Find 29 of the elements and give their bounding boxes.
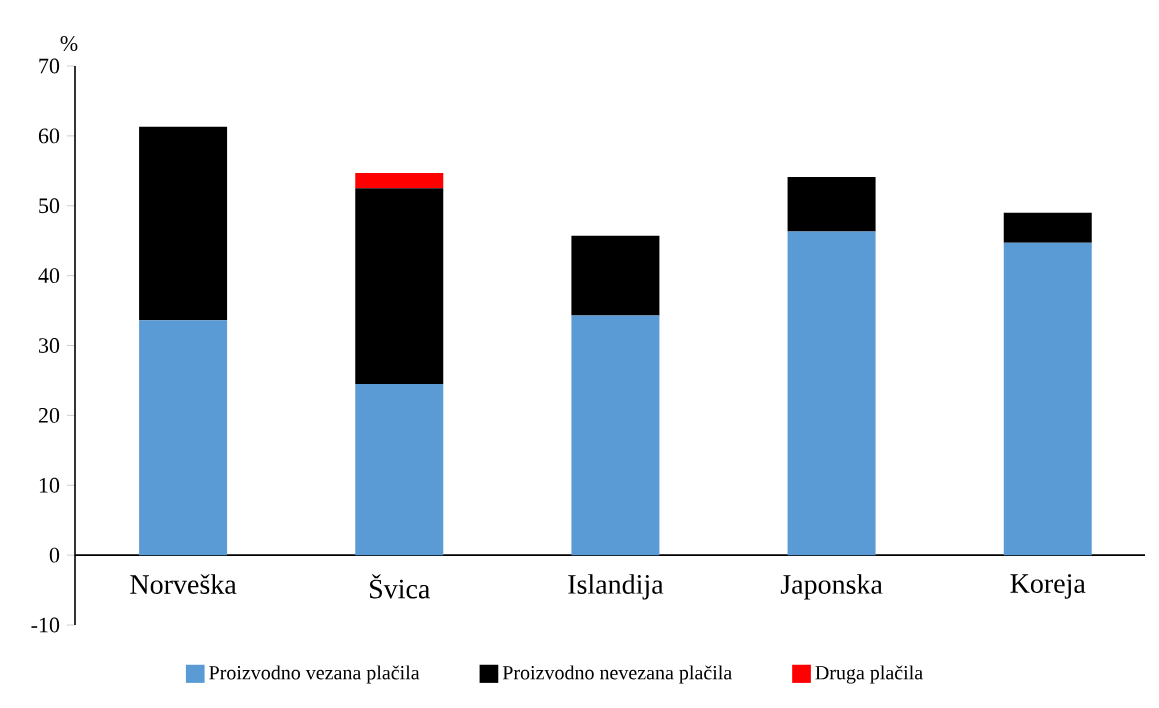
y-tick-label: 50 bbox=[39, 198, 60, 214]
x-tick-label: Japonska bbox=[780, 574, 883, 600]
bar bbox=[571, 315, 660, 556]
x-tick-label: Švica bbox=[370, 574, 430, 599]
bar bbox=[355, 383, 444, 556]
y-tick-label: 0 bbox=[49, 547, 60, 563]
y-axis-title: % bbox=[60, 36, 78, 51]
x-tick-label: Koreja bbox=[1010, 574, 1086, 599]
bar bbox=[355, 188, 444, 384]
bar bbox=[139, 320, 228, 556]
legend-label: Proizvodno nevezana plačila bbox=[502, 665, 732, 684]
y-tick-label: 10 bbox=[39, 477, 60, 493]
bar bbox=[571, 235, 660, 316]
y-tick-label: 20 bbox=[38, 407, 60, 423]
bar bbox=[787, 231, 876, 556]
y-tick-label: 40 bbox=[38, 268, 60, 284]
y-tick-label: 60 bbox=[38, 128, 60, 144]
legend-label: Proizvodno vezana plačila bbox=[209, 665, 420, 684]
bar bbox=[355, 172, 444, 189]
x-tick-label: Islandija bbox=[568, 574, 664, 600]
bar bbox=[1003, 242, 1092, 556]
bar bbox=[1003, 212, 1092, 243]
y-tick-label: 70 bbox=[39, 58, 60, 74]
bar bbox=[787, 177, 876, 232]
x-tick-label: Norveška bbox=[130, 574, 237, 594]
y-tick-label: -10 bbox=[31, 617, 60, 633]
legend-label: Druga plačila bbox=[815, 665, 923, 684]
bar bbox=[139, 126, 228, 321]
y-tick-label: 30 bbox=[39, 338, 60, 353]
